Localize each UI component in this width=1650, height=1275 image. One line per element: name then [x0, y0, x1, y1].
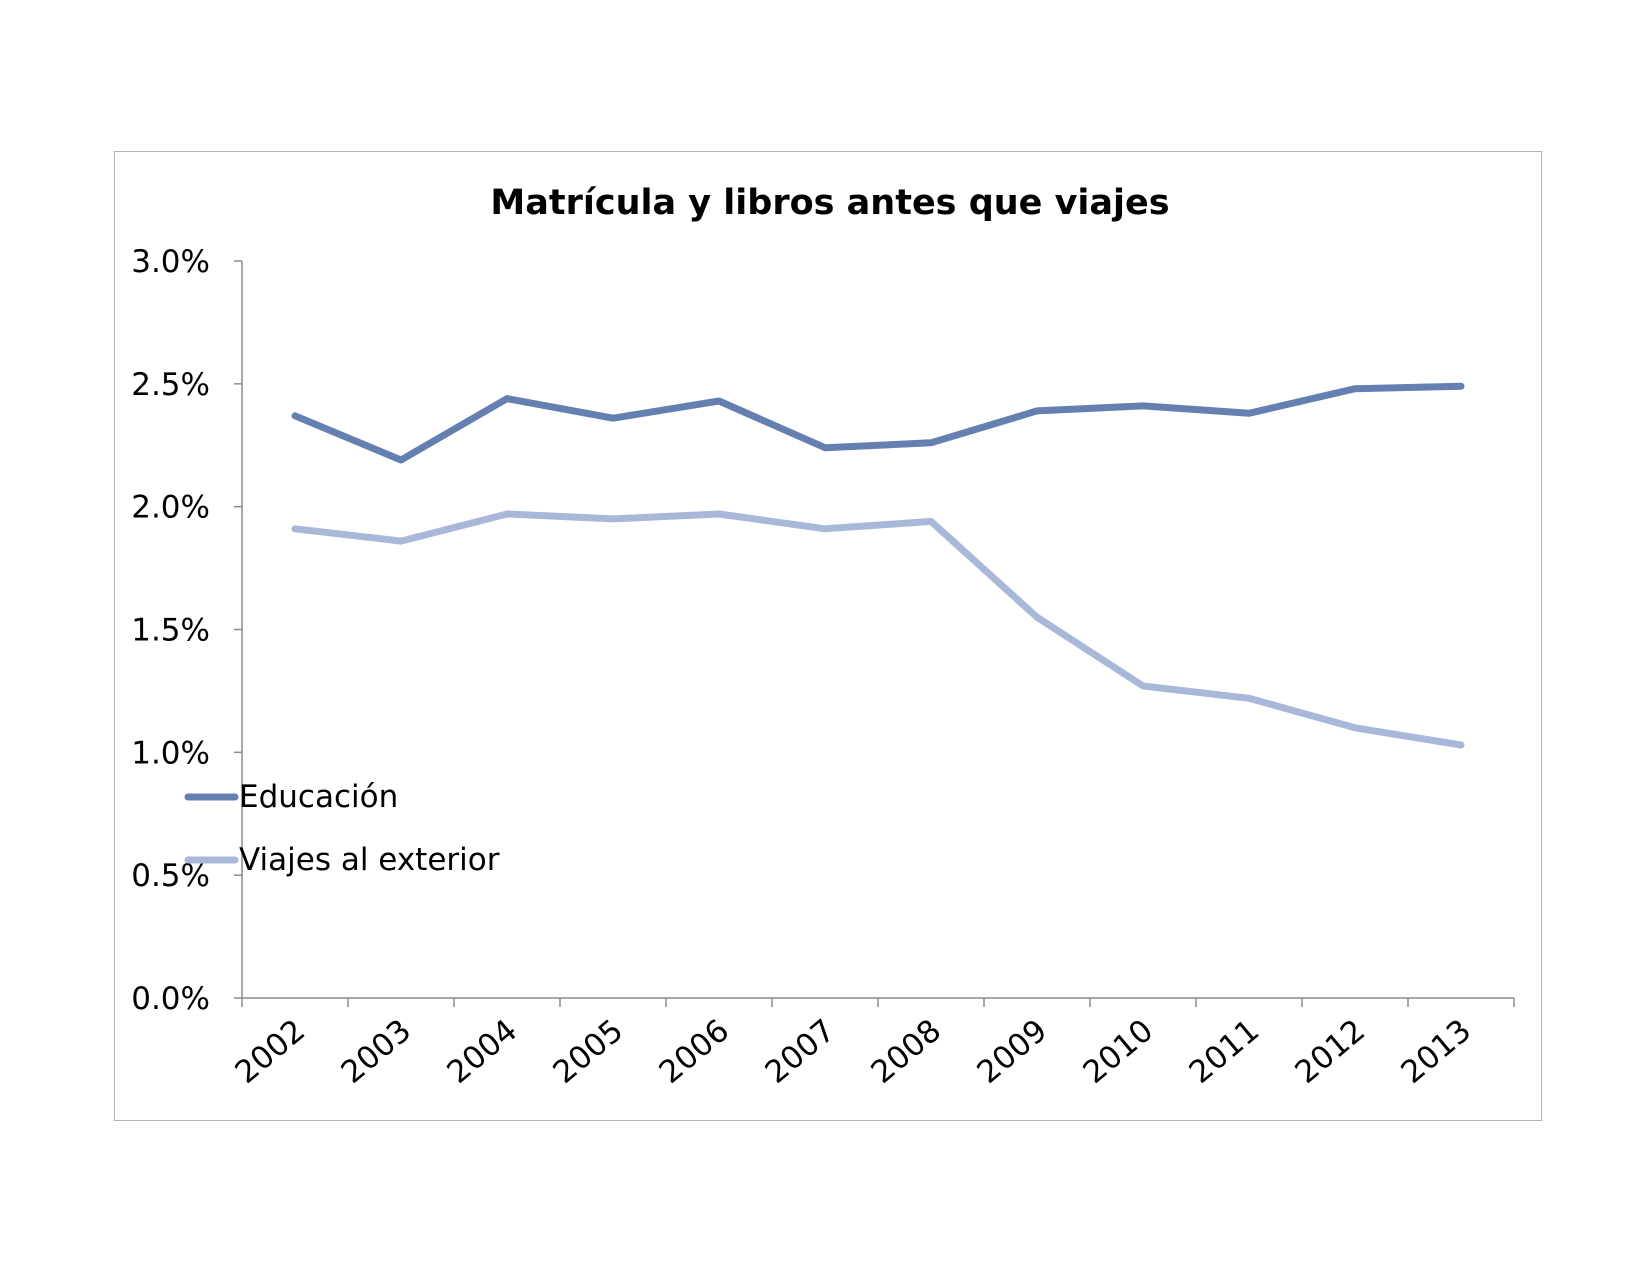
data-point [821, 444, 829, 451]
data-point [1033, 407, 1041, 415]
y-tick-label: 2.0% [131, 490, 210, 526]
series-layer [291, 382, 1465, 749]
data-point [821, 525, 829, 532]
data-point [397, 537, 405, 545]
data-point [1457, 741, 1465, 749]
data-point [1245, 410, 1253, 417]
x-tick-label: 2012 [1289, 1013, 1373, 1091]
axes [241, 261, 1514, 999]
data-point [1139, 682, 1147, 690]
data-point [927, 439, 935, 446]
chart-frame: Matrícula y libros antes que viajes 0.0%… [114, 151, 1542, 1121]
data-point [1245, 695, 1253, 702]
chart-svg: Matrícula y libros antes que viajes 0.0%… [131, 183, 1515, 1091]
series-line-1 [291, 382, 1465, 464]
x-tick-label: 2002 [229, 1013, 313, 1091]
legend-label: Viajes al exterior [239, 842, 500, 878]
series-line-2 [291, 510, 1465, 749]
legend: Educación Viajes al exterior [184, 779, 500, 878]
data-point [609, 415, 617, 422]
y-tick-label: 2.5% [131, 367, 210, 403]
data-point [715, 510, 723, 518]
data-point [503, 510, 511, 518]
data-point [291, 525, 299, 532]
data-point [291, 412, 299, 419]
x-tick-label: 2006 [653, 1013, 737, 1091]
y-tick-label: 0.5% [131, 858, 210, 894]
x-tick-label: 2008 [865, 1013, 949, 1091]
x-tick-label: 2007 [759, 1013, 843, 1091]
y-tick-label: 0.0% [131, 981, 210, 1017]
data-point [927, 518, 935, 525]
x-tick-label: 2009 [971, 1013, 1055, 1091]
data-point [397, 456, 405, 464]
x-tick-label: 2010 [1077, 1013, 1161, 1091]
y-tick-label: 3.0% [131, 244, 210, 280]
x-tick-label: 2005 [547, 1013, 631, 1091]
data-point [1139, 402, 1147, 410]
data-point [503, 395, 511, 402]
legend-label: Educación [239, 779, 398, 815]
data-point [609, 515, 617, 523]
data-point [1033, 614, 1041, 621]
x-tick-label: 2004 [441, 1013, 525, 1091]
data-point [1351, 385, 1359, 392]
chart-title: Matrícula y libros antes que viajes [490, 183, 1169, 223]
y-tick-label: 1.0% [131, 735, 210, 771]
y-axis-ticks: 0.0% 0.5% 1.0% 1.5% 2.0% 2.5% 3.0% [131, 244, 242, 1017]
x-axis-ticks: 2002 2003 2004 2005 2006 2007 2008 2009 2010 2011… [229, 998, 1515, 1091]
y-tick-label: 1.5% [131, 613, 210, 649]
data-point [715, 397, 723, 405]
x-tick-label: 2013 [1395, 1013, 1479, 1091]
x-tick-label: 2011 [1183, 1013, 1267, 1091]
x-tick-label: 2003 [335, 1013, 419, 1091]
data-point [1351, 724, 1359, 731]
data-point [1457, 383, 1465, 390]
